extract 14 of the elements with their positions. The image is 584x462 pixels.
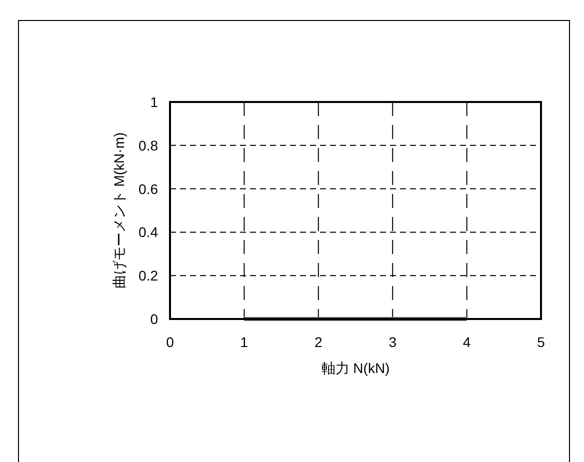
y-tick-label: 0 bbox=[150, 311, 158, 327]
x-tick-label: 2 bbox=[314, 334, 322, 350]
y-tick-label: 0.8 bbox=[138, 137, 158, 154]
y-tick-label: 0.4 bbox=[138, 224, 158, 240]
x-tick-label: 0 bbox=[166, 334, 174, 350]
y-axis-title: 曲げモーメント M(kN·m) bbox=[111, 132, 127, 289]
x-axis-title: 軸力 N(kN) bbox=[321, 360, 390, 376]
x-tick-label: 4 bbox=[462, 334, 471, 350]
y-tick-label: 1 bbox=[150, 94, 158, 110]
x-tick-label: 1 bbox=[240, 334, 248, 350]
x-tick-label: 5 bbox=[537, 334, 546, 350]
x-tick-label: 3 bbox=[388, 334, 397, 350]
y-tick-label: 0.2 bbox=[138, 268, 158, 284]
y-tick-label: 0.6 bbox=[138, 180, 158, 197]
